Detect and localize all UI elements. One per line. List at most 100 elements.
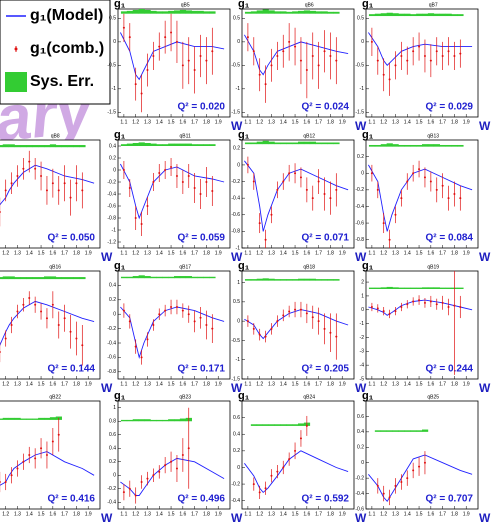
x-tick-label: 1.2 <box>132 381 139 387</box>
sys-error <box>121 11 127 13</box>
sys-error <box>310 279 316 281</box>
data-point <box>377 485 379 487</box>
data-point <box>46 454 48 456</box>
sys-error <box>440 288 446 289</box>
sys-error <box>156 144 162 146</box>
panel-title: qB22 <box>49 394 61 400</box>
sys-error <box>440 14 446 16</box>
y-tick-label: -1 <box>112 86 117 92</box>
sys-error <box>269 142 275 144</box>
sys-error <box>150 144 156 146</box>
x-tick-label: 1.4 <box>404 381 411 387</box>
y-tick-label: -0.2 <box>107 486 116 492</box>
sys-error <box>322 279 328 281</box>
y-tick-label: 0 <box>237 465 240 471</box>
x-tick-label: 1.9 <box>85 381 92 387</box>
x-tick-label: 1.6 <box>303 511 310 517</box>
sys-error <box>174 144 180 146</box>
sys-error <box>139 9 145 14</box>
data-point <box>418 46 420 48</box>
data-point <box>383 222 385 224</box>
sys-error <box>198 277 204 278</box>
sys-error <box>56 145 62 147</box>
y-tick-label: -1 <box>360 86 365 92</box>
sys-error <box>150 11 156 14</box>
x-tick-label: 1.5 <box>38 511 45 517</box>
sys-error <box>422 144 428 146</box>
data-point <box>318 181 320 183</box>
data-point <box>300 437 302 439</box>
data-point <box>394 485 396 487</box>
x-axis-label: W <box>479 250 491 264</box>
sys-error <box>44 418 50 420</box>
y-tick-label: 0.4 <box>357 429 364 435</box>
panel-title: qB23 <box>179 394 191 400</box>
x-tick-label: 1.5 <box>416 250 423 256</box>
data-point <box>448 306 450 308</box>
panel-title: qB18 <box>303 264 315 270</box>
x-tick-label: 1.6 <box>427 119 434 125</box>
data-point <box>70 331 72 333</box>
x-tick-label: 1.2 <box>132 250 139 256</box>
x-tick-label: 1.3 <box>268 250 275 256</box>
sys-error <box>121 144 127 146</box>
data-point <box>418 466 420 468</box>
sys-error <box>245 279 251 281</box>
y-tick-label: -0.4 <box>355 491 364 497</box>
y-tick-label: -0.4 <box>355 204 364 210</box>
sys-error <box>298 279 304 281</box>
data-point <box>282 466 284 468</box>
sys-error <box>38 418 44 420</box>
sys-error <box>422 14 428 16</box>
y-tick-label: -1 <box>236 86 241 92</box>
y-tick-label: -0.2 <box>355 187 364 193</box>
sys-error <box>186 144 192 146</box>
sys-error <box>393 430 399 432</box>
sys-error <box>251 142 257 144</box>
x-tick-label: 1.6 <box>179 511 186 517</box>
sys-error <box>3 418 9 420</box>
x-tick-label: 1.7 <box>315 511 322 517</box>
sys-error <box>434 287 440 289</box>
sys-error <box>393 144 399 146</box>
annotation: Q² = 0.029 <box>425 102 473 113</box>
data-point <box>453 55 455 57</box>
data-point <box>16 468 18 470</box>
panel-title: qB24 <box>303 394 315 400</box>
y-tick-label: 0 <box>361 171 364 177</box>
x-tick-label: 1.8 <box>203 250 210 256</box>
data-point <box>5 338 7 340</box>
annotation: Q² = 0.071 <box>301 233 349 244</box>
y-tick-label: 1 <box>113 405 116 411</box>
x-tick-label: 1.4 <box>404 250 411 256</box>
sys-error <box>38 145 44 147</box>
data-point <box>448 197 450 199</box>
y-tick-label: -0.8 <box>107 215 116 221</box>
data-point <box>371 172 373 174</box>
sys-error <box>387 430 393 432</box>
x-tick-label: 1.8 <box>327 119 334 125</box>
data-point <box>135 217 137 219</box>
data-point <box>294 46 296 48</box>
sys-error <box>150 420 156 421</box>
data-point <box>288 41 290 43</box>
sys-error <box>398 288 404 289</box>
sys-error <box>68 277 74 279</box>
y-tick-label: 0.2 <box>109 155 116 161</box>
sys-error <box>381 430 387 432</box>
x-tick-label: 1.1 <box>120 119 127 125</box>
data-point <box>135 346 137 348</box>
sys-error <box>428 287 434 289</box>
x-tick-label: 1.3 <box>144 250 151 256</box>
x-tick-label: 1.6 <box>303 381 310 387</box>
x-tick-label: 1.6 <box>49 511 56 517</box>
x-tick-label: 1.6 <box>427 511 434 517</box>
x-tick-label: 1.3 <box>392 381 399 387</box>
sys-error <box>434 14 440 16</box>
data-point <box>424 176 426 178</box>
y-tick-label: -0.6 <box>107 203 116 209</box>
sys-error <box>127 144 133 146</box>
y-tick-label: -1.5 <box>355 110 364 116</box>
y-tick-label: 0.4 <box>233 432 240 438</box>
x-tick-label: 1.3 <box>268 119 275 125</box>
